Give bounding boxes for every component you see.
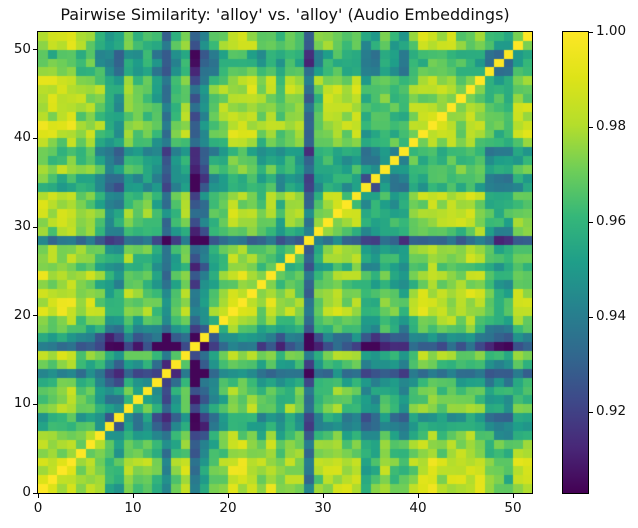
y-tick-mark (33, 315, 37, 317)
x-tick-label: 0 (33, 500, 43, 516)
colorbar (562, 31, 589, 494)
x-tick-label: 30 (314, 500, 332, 516)
y-tick-mark (33, 137, 37, 139)
colorbar-tick-label: 0.96 (596, 213, 627, 230)
x-tick-mark (132, 494, 134, 498)
y-tick-label: 20 (13, 306, 31, 323)
y-tick-label: 30 (13, 218, 31, 235)
y-tick-label: 0 (22, 484, 31, 500)
x-tick-mark (417, 494, 419, 498)
colorbar-tick-label: 1.00 (596, 23, 627, 39)
y-tick-label: 10 (13, 395, 31, 412)
x-tick-mark (227, 494, 229, 498)
colorbar-tick-mark (589, 221, 593, 223)
y-tick-mark (33, 226, 37, 228)
y-tick-label: 50 (13, 40, 31, 57)
x-tick-mark (37, 494, 39, 498)
x-tick-label: 20 (219, 500, 237, 516)
colorbar-tick-label: 0.98 (596, 118, 627, 135)
x-tick-mark (512, 494, 514, 498)
heatmap-canvas (38, 32, 532, 493)
colorbar-tick-mark (589, 411, 593, 413)
chart-title: Pairwise Similarity: 'alloy' vs. 'alloy'… (60, 5, 510, 24)
x-tick-label: 10 (124, 500, 142, 516)
colorbar-tick-label: 0.92 (596, 403, 627, 420)
x-tick-label: 50 (504, 500, 522, 516)
colorbar-tick-label: 0.94 (596, 308, 627, 325)
colorbar-tick-mark (589, 126, 593, 128)
y-tick-mark (33, 403, 37, 405)
colorbar-gradient (563, 32, 588, 493)
colorbar-tick-mark (589, 31, 593, 33)
heatmap-axes (37, 31, 533, 494)
y-tick-mark (33, 492, 37, 494)
x-tick-mark (322, 494, 324, 498)
y-tick-label: 40 (13, 129, 31, 146)
colorbar-tick-mark (589, 316, 593, 318)
y-tick-mark (33, 49, 37, 51)
x-tick-label: 40 (409, 500, 427, 516)
